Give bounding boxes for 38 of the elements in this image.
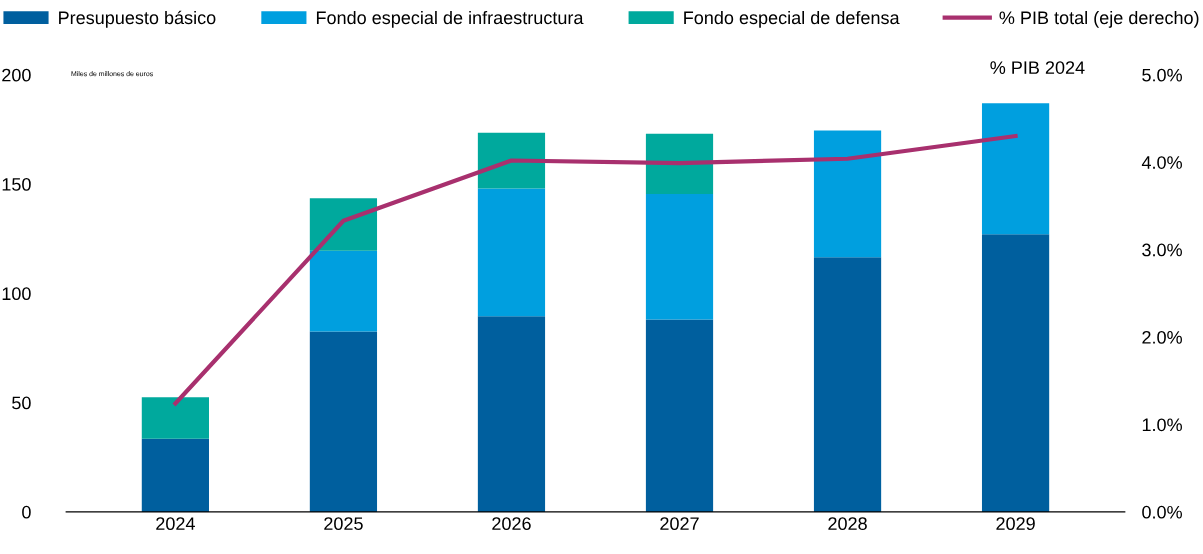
y-tick-label: 200 — [2, 68, 31, 82]
x-tick-label: 2027 — [660, 517, 699, 531]
x-tick-label: 2025 — [324, 517, 363, 531]
y2-tick-label: 4.0% — [1141, 156, 1182, 169]
bar — [477, 316, 546, 512]
x-tick-label: 2028 — [828, 517, 867, 531]
legend-label: % PIB total (eje derecho) — [999, 10, 1199, 28]
bar — [477, 188, 546, 317]
y2-tick-label: 3.0% — [1142, 243, 1182, 257]
line-series — [173, 133, 1018, 406]
bar — [309, 250, 378, 332]
y-tick-label: 150 — [2, 178, 31, 191]
y2-tick-label: 5.0% — [1142, 68, 1182, 82]
legend-label: Fondo especial de infraestructura — [316, 10, 584, 28]
bar — [981, 103, 1050, 235]
x-tick-label: 2029 — [996, 517, 1035, 531]
text: % PIB 2024 — [990, 61, 1085, 74]
y2-tick-label: 1.0% — [1142, 418, 1182, 432]
y2-tick-label: 2.0% — [1142, 330, 1182, 344]
bar — [645, 133, 714, 194]
y-tick-label: 50 — [12, 396, 31, 410]
x-tick-label: 2024 — [156, 517, 195, 531]
y-tick-label: 100 — [2, 287, 31, 301]
bar — [309, 331, 378, 512]
x-tick-label: 2026 — [492, 517, 531, 531]
y2-tick-label: 0.0% — [1142, 505, 1182, 519]
bar — [645, 193, 714, 320]
y-tick-label: 0 — [22, 505, 31, 519]
bar — [477, 132, 546, 189]
legend-label: Presupuesto básico — [59, 10, 216, 28]
bar — [141, 397, 209, 439]
bar — [813, 130, 882, 258]
bar — [645, 319, 714, 512]
bar — [141, 438, 209, 512]
bar — [813, 257, 882, 512]
legend-label: Fondo especial de defensa — [684, 10, 900, 28]
bar — [981, 234, 1050, 512]
bar — [309, 198, 378, 251]
